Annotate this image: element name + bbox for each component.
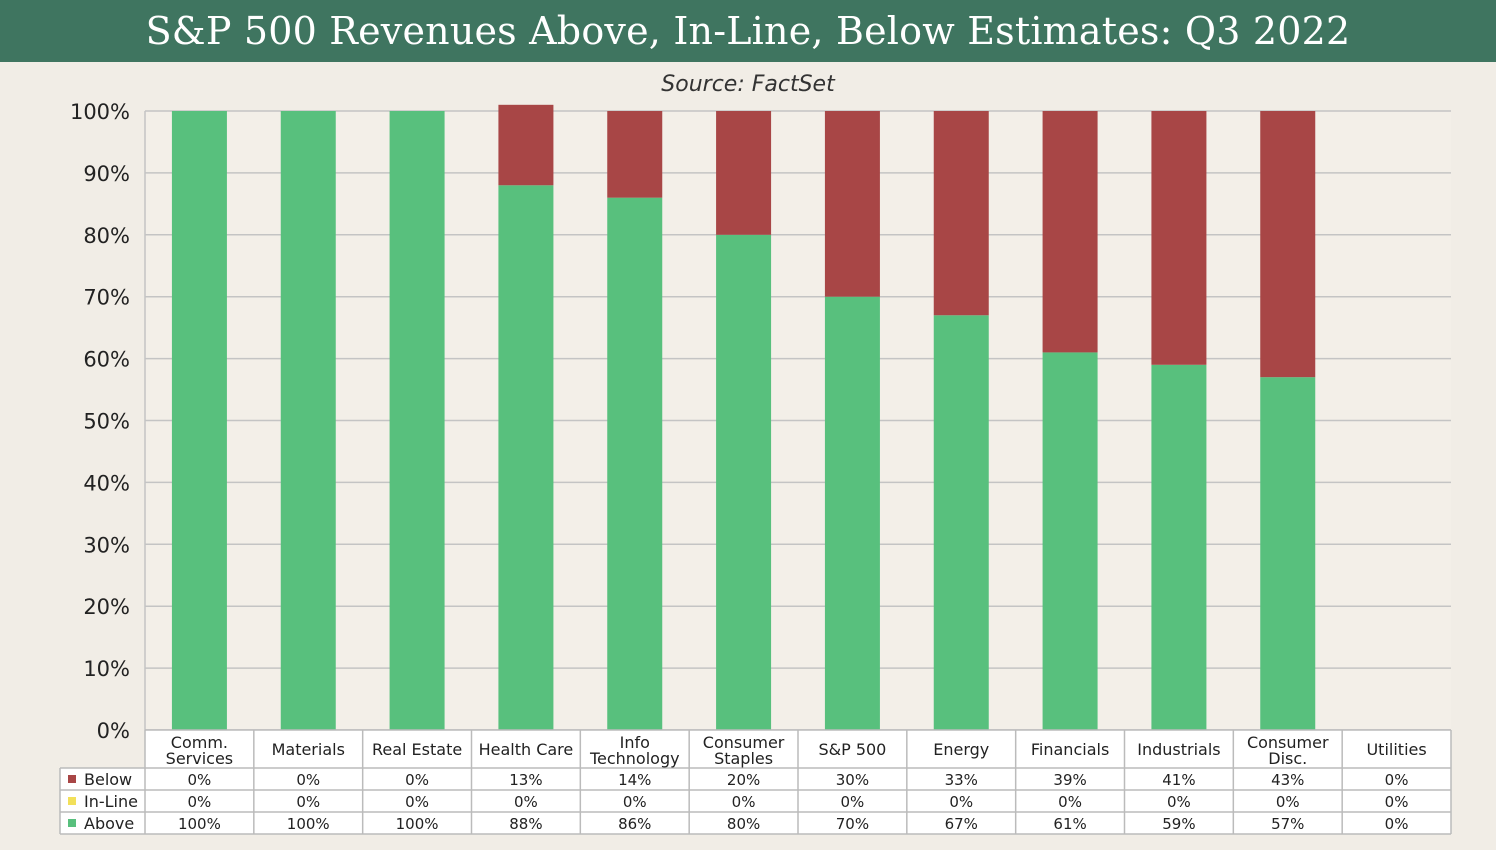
bar-below (1042, 111, 1098, 353)
bar-below (716, 111, 772, 235)
data-label: 30% (836, 771, 869, 789)
y-tick-label: 10% (83, 657, 130, 681)
data-label: 0% (1058, 793, 1082, 811)
y-tick-label: 40% (83, 471, 130, 495)
data-label: 0% (405, 771, 429, 789)
data-label: 0% (1385, 793, 1409, 811)
bar-above (933, 315, 989, 730)
data-label: 0% (949, 793, 973, 811)
y-tick-label: 20% (83, 595, 130, 619)
bar-above (607, 197, 663, 730)
data-label: 0% (296, 793, 320, 811)
bar-below (1260, 111, 1316, 378)
data-label: 100% (396, 815, 439, 833)
table-body-bg (60, 768, 1451, 834)
category-label: Real Estate (372, 740, 462, 759)
chart-title: S&P 500 Revenues Above, In-Line, Below E… (145, 9, 1351, 53)
category-label: Financials (1031, 740, 1109, 759)
category-label: Services (166, 749, 233, 768)
data-label: 0% (1276, 793, 1300, 811)
bar-above (498, 185, 554, 730)
y-tick-label: 80% (83, 224, 130, 248)
data-label: 0% (841, 793, 865, 811)
data-label: 13% (509, 771, 542, 789)
y-tick-label: 50% (83, 410, 130, 434)
chart-subtitle: Source: FactSet (661, 72, 835, 97)
bar-below (498, 104, 554, 186)
data-label: 0% (1167, 793, 1191, 811)
data-label: 0% (623, 793, 647, 811)
category-label: Technology (589, 749, 680, 768)
bar-below (824, 111, 880, 297)
bar-above (389, 111, 445, 730)
category-label: Energy (933, 740, 989, 759)
legend-label-below: Below (84, 770, 132, 789)
data-label: 0% (296, 771, 320, 789)
data-label: 0% (732, 793, 756, 811)
data-label: 57% (1271, 815, 1304, 833)
category-label: Industrials (1137, 740, 1220, 759)
category-label: Info (620, 733, 650, 752)
legend-swatch-inline (68, 797, 76, 805)
data-label: 0% (514, 793, 538, 811)
bar-above (1260, 377, 1316, 730)
bar-above (716, 234, 772, 731)
y-tick-label: 60% (83, 348, 130, 372)
data-label: 0% (1385, 771, 1409, 789)
bar-below (1151, 111, 1207, 365)
data-label: 67% (945, 815, 978, 833)
category-label: S&P 500 (818, 740, 886, 759)
data-label: 43% (1271, 771, 1304, 789)
data-label: 70% (836, 815, 869, 833)
legend-swatch-above (68, 819, 76, 827)
bar-above (824, 296, 880, 730)
data-label: 0% (188, 771, 212, 789)
category-label: Consumer (703, 733, 785, 752)
y-tick-label: 100% (70, 100, 130, 124)
data-label: 88% (509, 815, 542, 833)
data-label: 100% (287, 815, 330, 833)
data-label: 0% (188, 793, 212, 811)
data-label: 61% (1053, 815, 1086, 833)
y-tick-label: 30% (83, 533, 130, 557)
data-label: 0% (405, 793, 429, 811)
bar-above (1151, 364, 1207, 730)
data-label: 86% (618, 815, 651, 833)
data-label: 59% (1162, 815, 1195, 833)
bar-above (171, 111, 227, 730)
bar-below (607, 111, 663, 198)
legend-swatch-below (68, 775, 76, 783)
legend-label-above: Above (84, 814, 134, 833)
bar-below (933, 111, 989, 316)
legend-label-inline: In-Line (84, 792, 138, 811)
data-label: 100% (178, 815, 221, 833)
category-label: Materials (272, 740, 345, 759)
category-label: Comm. (171, 733, 228, 752)
category-label: Staples (714, 749, 773, 768)
category-label: Disc. (1268, 749, 1307, 768)
title-bar: S&P 500 Revenues Above, In-Line, Below E… (0, 0, 1496, 62)
bar-above (1042, 352, 1098, 730)
data-label: 39% (1053, 771, 1086, 789)
y-tick-label: 90% (83, 162, 130, 186)
data-label: 80% (727, 815, 760, 833)
data-label: 33% (945, 771, 978, 789)
data-label: 0% (1385, 815, 1409, 833)
data-label: 20% (727, 771, 760, 789)
data-label: 14% (618, 771, 651, 789)
category-label: Health Care (479, 740, 574, 759)
data-label: 41% (1162, 771, 1195, 789)
category-label: Utilities (1366, 740, 1426, 759)
y-tick-label: 70% (83, 286, 130, 310)
bar-above (280, 111, 336, 730)
y-tick-label: 0% (97, 719, 130, 743)
category-label: Consumer (1247, 733, 1329, 752)
